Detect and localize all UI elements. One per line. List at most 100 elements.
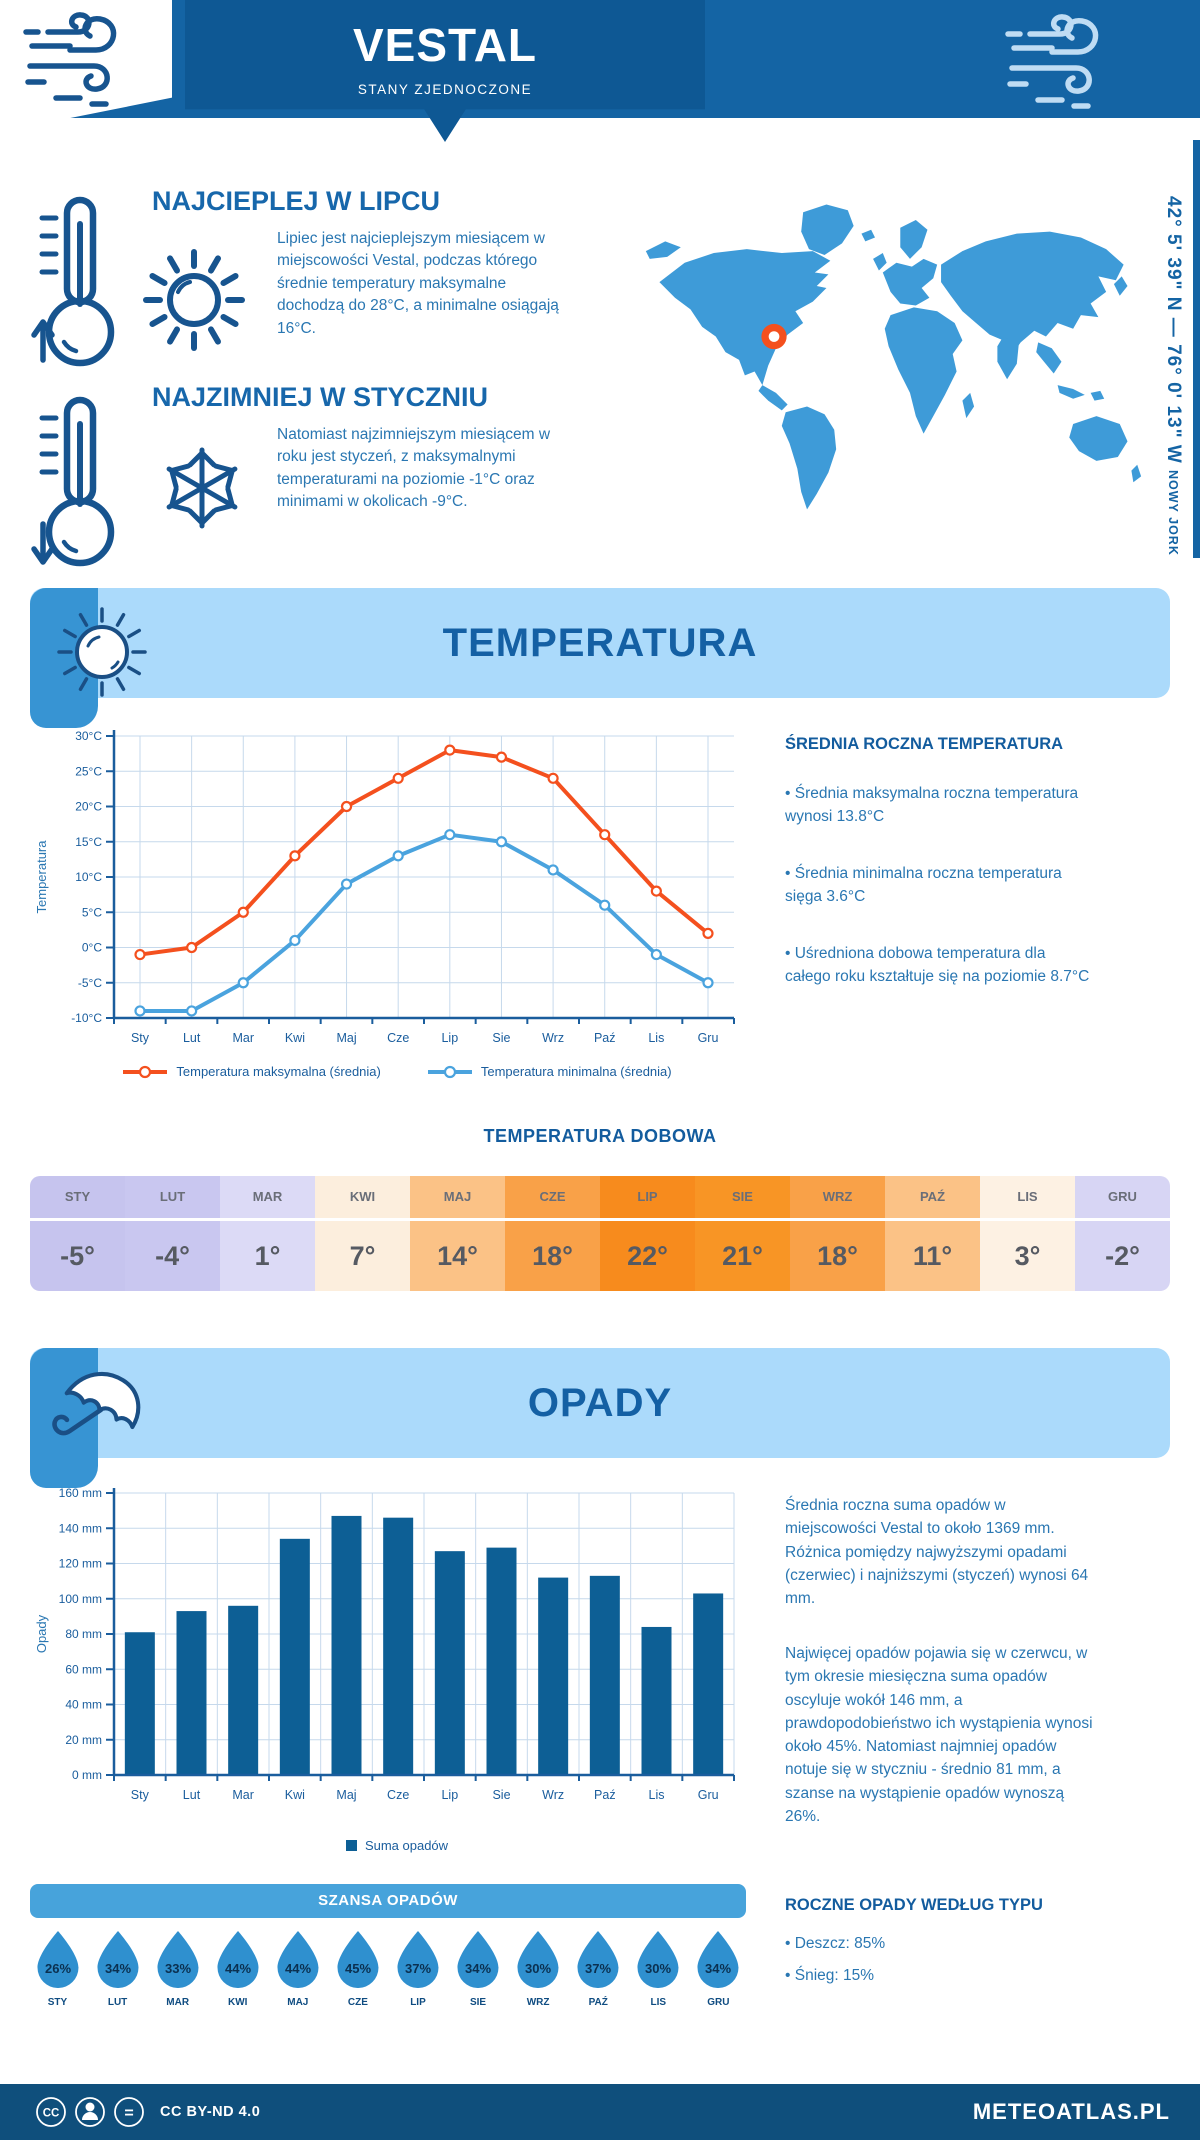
drop-month-label: MAJ (287, 1997, 309, 2008)
svg-text:Wrz: Wrz (542, 1788, 564, 1802)
svg-text:Paź: Paź (594, 1788, 616, 1802)
svg-text:Lis: Lis (648, 1031, 664, 1045)
svg-text:Gru: Gru (698, 1788, 719, 1802)
snowflake-icon (166, 447, 238, 529)
svg-text:0°C: 0°C (82, 941, 102, 955)
month-temperature-value: 22° (600, 1221, 695, 1291)
temperature-chart-legend: Temperatura maksymalna (średnia) Temperat… (32, 1064, 762, 1079)
legend-swatch (345, 1840, 357, 1851)
precipitation-chart-legend: Suma opadów (32, 1838, 762, 1853)
sun-icon (143, 249, 245, 351)
svg-text:Temperatura: Temperatura (34, 840, 49, 914)
precipitation-drop: 34% LUT (90, 1930, 145, 2008)
svg-text:=: = (124, 2105, 133, 2122)
svg-text:160 mm: 160 mm (59, 1486, 102, 1500)
coordinates-label: 42° 5' 39" N — 76° 0' 13" W (1163, 196, 1184, 464)
svg-text:Cze: Cze (387, 1031, 409, 1045)
svg-text:40 mm: 40 mm (65, 1698, 102, 1712)
right-edge-strip (1193, 140, 1200, 558)
month-label: PAŹ (885, 1176, 980, 1218)
month-column: LIP 22° (600, 1176, 695, 1291)
precipitation-section-title: OPADY (527, 1381, 673, 1425)
month-label: LIS (980, 1176, 1075, 1218)
month-label: SIE (695, 1176, 790, 1218)
page-title: VESTAL (352, 19, 538, 71)
svg-text:44%: 44% (225, 1961, 251, 1976)
page-subtitle: STANY ZJEDNOCZONE (357, 82, 533, 97)
chance-of-precipitation-banner: SZANSA OPADÓW (30, 1884, 746, 1918)
raindrop-icon: 26% (37, 1931, 78, 1989)
svg-text:37%: 37% (405, 1961, 431, 1976)
month-temperature-value: 3° (980, 1221, 1075, 1291)
svg-text:Sty: Sty (131, 1788, 150, 1802)
month-column: WRZ 18° (790, 1176, 885, 1291)
month-column: MAR 1° (220, 1176, 315, 1291)
svg-text:Gru: Gru (698, 1031, 719, 1045)
svg-text:Cze: Cze (387, 1788, 409, 1802)
temperature-line-chart: 30°C 25°C 20°C 15°C 10°C 5°C 0°C -5°C -10°C Sty Lu… (34, 729, 735, 1045)
month-label: MAR (220, 1176, 315, 1218)
license-label: CC BY-ND 4.0 (160, 2104, 261, 2120)
drop-month-label: GRU (707, 1997, 730, 2008)
svg-text:100 mm: 100 mm (59, 1592, 102, 1606)
precipitation-drop: 30% LIS (631, 1930, 686, 2008)
svg-text:Lis: Lis (649, 1788, 665, 1802)
precipitation-drop: 33% MAR (150, 1930, 205, 2008)
month-temperature-value: 21° (695, 1221, 790, 1291)
brand-label: METEOATLAS.PL (972, 2099, 1170, 2124)
precip-type-bullet: • Śnieg: 15% (785, 1967, 875, 1984)
cold-title: NAJZIMNIEJ W STYCZNIU (152, 382, 489, 412)
temperature-band (30, 588, 1170, 698)
warm-text: Lipiec jest najcieplejszym miesiącem w m… (277, 230, 559, 337)
month-column: MAJ 14° (410, 1176, 505, 1291)
wind-icon (1005, 14, 1099, 109)
raindrop-icon: 44% (217, 1931, 259, 1989)
raindrop-icon: 33% (157, 1931, 199, 1989)
svg-text:0 mm: 0 mm (72, 1768, 102, 1782)
svg-text:80 mm: 80 mm (65, 1627, 102, 1641)
svg-text:Maj: Maj (336, 1788, 356, 1802)
temp-bullet: • Uśredniona dobowa temperatura dla całe… (785, 945, 1090, 986)
drop-month-label: WRZ (526, 1997, 550, 2008)
drop-month-label: PAŹ (588, 1997, 608, 2008)
svg-text:45%: 45% (345, 1961, 371, 1976)
temp-bullet: • Średnia maksymalna roczna temperatura … (785, 785, 1079, 826)
raindrop-icon: 34% (97, 1931, 139, 1989)
raindrop-icon: 30% (517, 1931, 559, 1989)
svg-text:-5°C: -5°C (78, 976, 102, 990)
svg-text:30%: 30% (645, 1961, 671, 1976)
svg-text:33%: 33% (165, 1961, 191, 1976)
temp-summary-title: ŚREDNIA ROCZNA TEMPERATURA (785, 735, 1064, 753)
month-column: KWI 7° (315, 1176, 410, 1291)
month-temperature-value: 1° (220, 1221, 315, 1291)
svg-text:Lip: Lip (441, 1031, 458, 1045)
drop-month-label: MAR (166, 1997, 190, 2008)
temp-bullet: • Średnia minimalna roczna temperatura s… (785, 865, 1062, 906)
svg-text:5°C: 5°C (82, 905, 102, 919)
world-map (645, 204, 1142, 510)
region-label: NOWY JORK (1166, 470, 1180, 557)
warm-title: NAJCIEPLEJ W LIPCU (152, 186, 441, 216)
precip-type-title: ROCZNE OPADY WEDŁUG TYPU (785, 1896, 1043, 1914)
month-label: WRZ (790, 1176, 885, 1218)
raindrop-icon: 45% (337, 1931, 379, 1989)
month-temperature-value: 7° (315, 1221, 410, 1291)
temperature-section-title: TEMPERATURA (442, 621, 758, 665)
raindrop-icon: 34% (457, 1931, 499, 1989)
svg-text:Wrz: Wrz (542, 1031, 564, 1045)
month-temperature-value: -5° (30, 1221, 125, 1291)
raindrop-icon: 37% (397, 1931, 439, 1989)
cc-license-icons: CC = (36, 2097, 144, 2127)
svg-text:140 mm: 140 mm (59, 1521, 102, 1535)
svg-text:120 mm: 120 mm (59, 1557, 102, 1571)
svg-text:30°C: 30°C (75, 729, 102, 743)
precipitation-drop: 34% GRU (691, 1930, 746, 2008)
precipitation-bar-chart: 160 mm 140 mm 120 mm 100 mm 80 mm 60 mm 40 mm 2… (34, 1486, 735, 1802)
svg-text:44%: 44% (285, 1961, 311, 1976)
precipitation-drop: 45% CZE (330, 1930, 385, 2008)
precipitation-chance-drops: 26% STY 34% LUT 33% MAR 44% KWI 44% MAJ 45% CZE 37% L… (30, 1930, 746, 2008)
svg-text:CC: CC (43, 2108, 60, 2120)
precipitation-drop: 34% SIE (451, 1930, 506, 2008)
svg-text:15°C: 15°C (75, 835, 102, 849)
svg-text:Sie: Sie (492, 1788, 510, 1802)
